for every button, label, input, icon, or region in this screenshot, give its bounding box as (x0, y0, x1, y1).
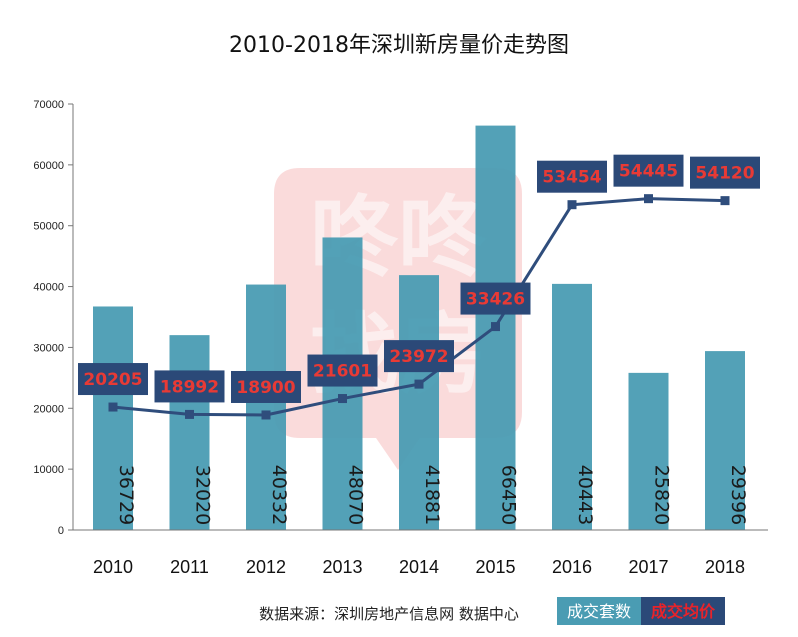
bar-value-label: 41881 (421, 465, 443, 525)
price-value-labels: 20205 18992 18900 21601 23972 33426 53454 54445… (78, 154, 760, 403)
x-tick-label: 2010 (93, 557, 133, 577)
price-label-box (613, 154, 684, 187)
price-label-box (537, 160, 607, 193)
bar-value-label: 48070 (345, 465, 367, 525)
price-label-box (231, 370, 301, 403)
x-tick-label: 2018 (705, 557, 745, 577)
x-tick-label: 2011 (170, 557, 209, 577)
price-value-label: 18992 (160, 377, 219, 397)
bar-value-label: 66450 (498, 465, 520, 525)
y-tick-label: 60000 (33, 160, 64, 172)
x-tick-label: 2012 (246, 557, 286, 577)
y-axis: 70000 60000 50000 40000 30000 20000 10000 0 (33, 99, 74, 537)
y-tick-label: 20000 (33, 403, 64, 415)
bar-value-label: 40332 (268, 465, 290, 525)
x-tick-label: 2017 (628, 557, 668, 577)
bar-value-label: 36729 (115, 465, 137, 525)
price-label-box (384, 340, 454, 373)
bar (552, 283, 592, 530)
source-note: 数据来源：深圳房地产信息网 数据中心 (259, 605, 519, 623)
bar (399, 275, 439, 530)
price-value-label: 20205 (83, 370, 142, 390)
bar (628, 372, 669, 530)
price-marker (338, 394, 347, 404)
price-marker (185, 409, 194, 419)
price-marker (261, 410, 271, 420)
x-tick-label: 2016 (552, 557, 592, 577)
y-tick-label: 70000 (33, 99, 64, 111)
price-value-label: 54120 (695, 164, 754, 184)
x-axis: 2010 2011 2012 2013 2014 2015 2016 2017 2018 (73, 529, 768, 577)
bar-value-label: 32020 (192, 465, 214, 525)
price-marker (567, 200, 577, 210)
x-tick-label: 2015 (475, 557, 515, 577)
bar-value-label: 29396 (727, 465, 749, 525)
legend-bar-label: 成交套数 (567, 602, 631, 621)
bar (93, 306, 133, 530)
price-label-box (460, 282, 531, 315)
bar-value-label: 25820 (651, 465, 673, 525)
price-value-label: 18900 (236, 378, 295, 398)
y-tick-label: 40000 (33, 282, 64, 294)
bar (246, 284, 286, 530)
price-value-label: 54445 (619, 162, 678, 182)
price-marker (108, 402, 118, 412)
chart-title: 2010-2018年深圳新房量价走势图 (229, 33, 569, 58)
bar-value-label: 40443 (574, 465, 596, 525)
y-tick-label: 30000 (33, 342, 64, 354)
x-tick-label: 2013 (322, 557, 362, 577)
y-tick-label: 10000 (33, 464, 64, 476)
price-label-box (307, 354, 378, 387)
price-marker (644, 194, 653, 204)
y-tick-label: 50000 (33, 221, 64, 233)
price-marker (491, 322, 500, 332)
legend-line-swatch (641, 597, 725, 625)
price-value-label: 21601 (313, 362, 372, 382)
price-marker (414, 379, 424, 389)
legend-bar-swatch (557, 597, 641, 625)
price-value-label: 53454 (542, 168, 601, 188)
price-label-box (78, 363, 148, 396)
price-label-box (154, 370, 225, 403)
price-value-label: 23972 (389, 347, 448, 367)
bar-value-labels: 36729 32020 40332 48070 41881 66450 40443 25820… (115, 465, 749, 525)
bar (705, 351, 745, 530)
bar (169, 335, 210, 530)
legend-line-label: 成交均价 (651, 602, 716, 621)
y-tick-label: 0 (58, 525, 64, 537)
legend: 成交套数 成交均价 (557, 597, 725, 625)
price-line-series (108, 194, 730, 420)
price-marker (720, 196, 730, 206)
price-label-box (690, 156, 760, 189)
x-tick-label: 2014 (399, 557, 439, 577)
price-value-label: 33426 (466, 290, 525, 310)
